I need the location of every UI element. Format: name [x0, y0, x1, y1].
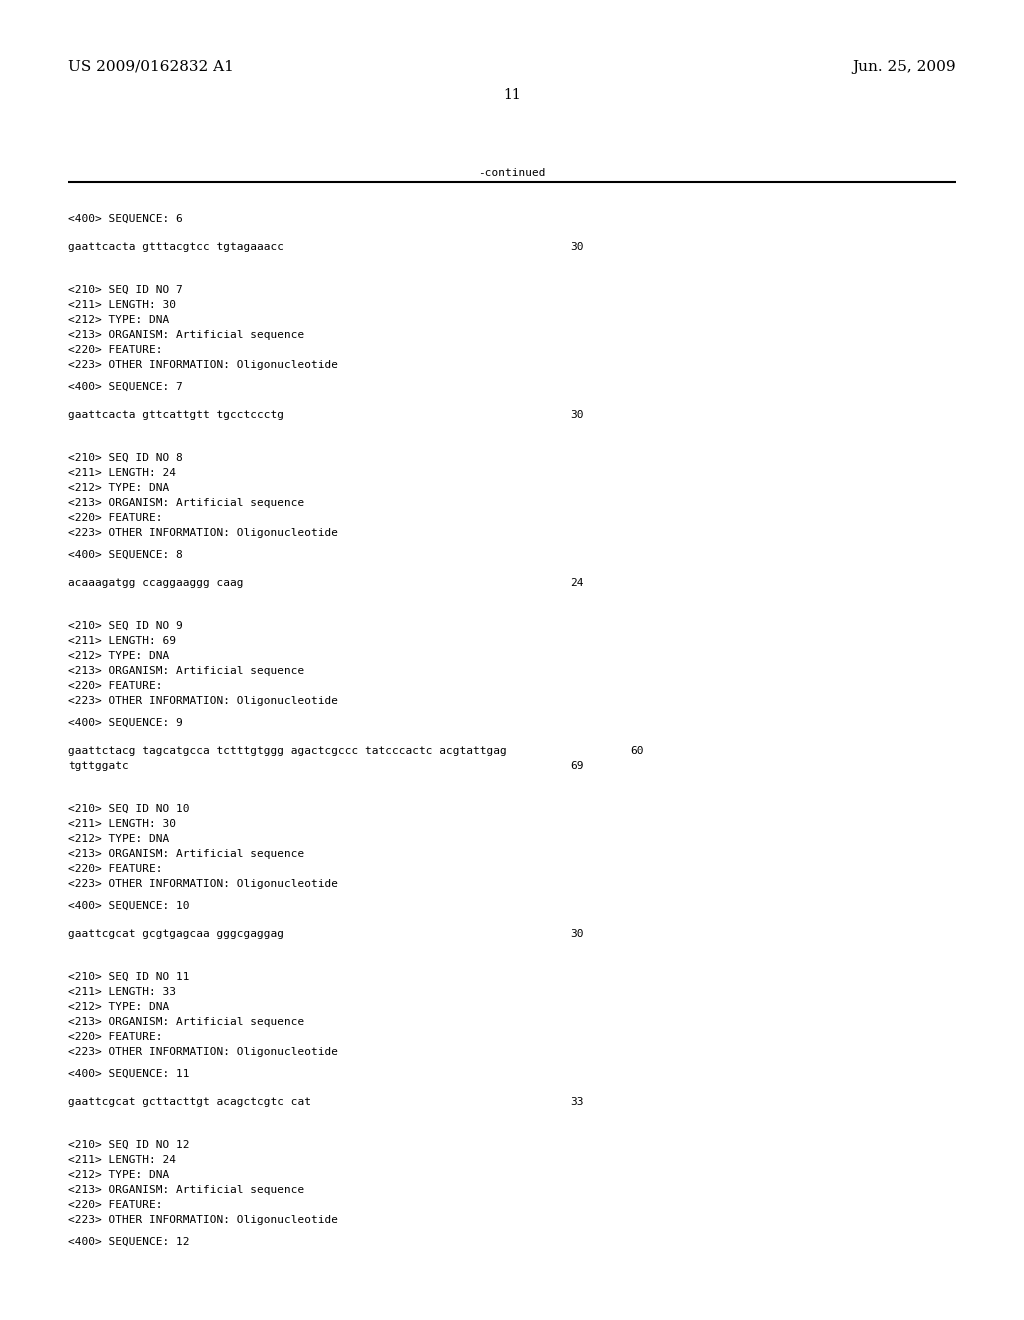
Text: <210> SEQ ID NO 8: <210> SEQ ID NO 8: [68, 453, 182, 463]
Text: <400> SEQUENCE: 6: <400> SEQUENCE: 6: [68, 214, 182, 224]
Text: <212> TYPE: DNA: <212> TYPE: DNA: [68, 483, 169, 492]
Text: <212> TYPE: DNA: <212> TYPE: DNA: [68, 834, 169, 843]
Text: <213> ORGANISM: Artificial sequence: <213> ORGANISM: Artificial sequence: [68, 667, 304, 676]
Text: <400> SEQUENCE: 7: <400> SEQUENCE: 7: [68, 381, 182, 392]
Text: gaattcgcat gcttacttgt acagctcgtc cat: gaattcgcat gcttacttgt acagctcgtc cat: [68, 1097, 311, 1107]
Text: <210> SEQ ID NO 9: <210> SEQ ID NO 9: [68, 620, 182, 631]
Text: gaattcacta gttcattgtt tgcctccctg: gaattcacta gttcattgtt tgcctccctg: [68, 411, 284, 420]
Text: <210> SEQ ID NO 12: <210> SEQ ID NO 12: [68, 1140, 189, 1150]
Text: <400> SEQUENCE: 9: <400> SEQUENCE: 9: [68, 718, 182, 729]
Text: 11: 11: [503, 88, 521, 102]
Text: Jun. 25, 2009: Jun. 25, 2009: [852, 59, 956, 74]
Text: gaattcgcat gcgtgagcaa gggcgaggag: gaattcgcat gcgtgagcaa gggcgaggag: [68, 929, 284, 939]
Text: <211> LENGTH: 24: <211> LENGTH: 24: [68, 469, 176, 478]
Text: <211> LENGTH: 69: <211> LENGTH: 69: [68, 636, 176, 645]
Text: <400> SEQUENCE: 10: <400> SEQUENCE: 10: [68, 902, 189, 911]
Text: <220> FEATURE:: <220> FEATURE:: [68, 513, 163, 523]
Text: <211> LENGTH: 30: <211> LENGTH: 30: [68, 300, 176, 310]
Text: 30: 30: [570, 411, 584, 420]
Text: <211> LENGTH: 30: <211> LENGTH: 30: [68, 818, 176, 829]
Text: <220> FEATURE:: <220> FEATURE:: [68, 345, 163, 355]
Text: gaattcacta gtttacgtcc tgtagaaacc: gaattcacta gtttacgtcc tgtagaaacc: [68, 242, 284, 252]
Text: <220> FEATURE:: <220> FEATURE:: [68, 1200, 163, 1210]
Text: <212> TYPE: DNA: <212> TYPE: DNA: [68, 1002, 169, 1012]
Text: <213> ORGANISM: Artificial sequence: <213> ORGANISM: Artificial sequence: [68, 1016, 304, 1027]
Text: <212> TYPE: DNA: <212> TYPE: DNA: [68, 651, 169, 661]
Text: <212> TYPE: DNA: <212> TYPE: DNA: [68, 315, 169, 325]
Text: tgttggatc: tgttggatc: [68, 762, 129, 771]
Text: 33: 33: [570, 1097, 584, 1107]
Text: <223> OTHER INFORMATION: Oligonucleotide: <223> OTHER INFORMATION: Oligonucleotide: [68, 1214, 338, 1225]
Text: <400> SEQUENCE: 11: <400> SEQUENCE: 11: [68, 1069, 189, 1078]
Text: <223> OTHER INFORMATION: Oligonucleotide: <223> OTHER INFORMATION: Oligonucleotide: [68, 879, 338, 888]
Text: <220> FEATURE:: <220> FEATURE:: [68, 865, 163, 874]
Text: US 2009/0162832 A1: US 2009/0162832 A1: [68, 59, 233, 74]
Text: acaaagatgg ccaggaaggg caag: acaaagatgg ccaggaaggg caag: [68, 578, 244, 587]
Text: <213> ORGANISM: Artificial sequence: <213> ORGANISM: Artificial sequence: [68, 849, 304, 859]
Text: <211> LENGTH: 33: <211> LENGTH: 33: [68, 987, 176, 997]
Text: <213> ORGANISM: Artificial sequence: <213> ORGANISM: Artificial sequence: [68, 1185, 304, 1195]
Text: <223> OTHER INFORMATION: Oligonucleotide: <223> OTHER INFORMATION: Oligonucleotide: [68, 360, 338, 370]
Text: <220> FEATURE:: <220> FEATURE:: [68, 1032, 163, 1041]
Text: 24: 24: [570, 578, 584, 587]
Text: <223> OTHER INFORMATION: Oligonucleotide: <223> OTHER INFORMATION: Oligonucleotide: [68, 528, 338, 539]
Text: <210> SEQ ID NO 10: <210> SEQ ID NO 10: [68, 804, 189, 814]
Text: 30: 30: [570, 242, 584, 252]
Text: <213> ORGANISM: Artificial sequence: <213> ORGANISM: Artificial sequence: [68, 498, 304, 508]
Text: <213> ORGANISM: Artificial sequence: <213> ORGANISM: Artificial sequence: [68, 330, 304, 341]
Text: 69: 69: [570, 762, 584, 771]
Text: <212> TYPE: DNA: <212> TYPE: DNA: [68, 1170, 169, 1180]
Text: <211> LENGTH: 24: <211> LENGTH: 24: [68, 1155, 176, 1166]
Text: <210> SEQ ID NO 7: <210> SEQ ID NO 7: [68, 285, 182, 294]
Text: 30: 30: [570, 929, 584, 939]
Text: <220> FEATURE:: <220> FEATURE:: [68, 681, 163, 690]
Text: 60: 60: [630, 746, 643, 756]
Text: <210> SEQ ID NO 11: <210> SEQ ID NO 11: [68, 972, 189, 982]
Text: <400> SEQUENCE: 8: <400> SEQUENCE: 8: [68, 550, 182, 560]
Text: <223> OTHER INFORMATION: Oligonucleotide: <223> OTHER INFORMATION: Oligonucleotide: [68, 696, 338, 706]
Text: <400> SEQUENCE: 12: <400> SEQUENCE: 12: [68, 1237, 189, 1247]
Text: gaattctacg tagcatgcca tctttgtggg agactcgccc tatcccactc acgtattgag: gaattctacg tagcatgcca tctttgtggg agactcg…: [68, 746, 507, 756]
Text: -continued: -continued: [478, 168, 546, 178]
Text: <223> OTHER INFORMATION: Oligonucleotide: <223> OTHER INFORMATION: Oligonucleotide: [68, 1047, 338, 1057]
